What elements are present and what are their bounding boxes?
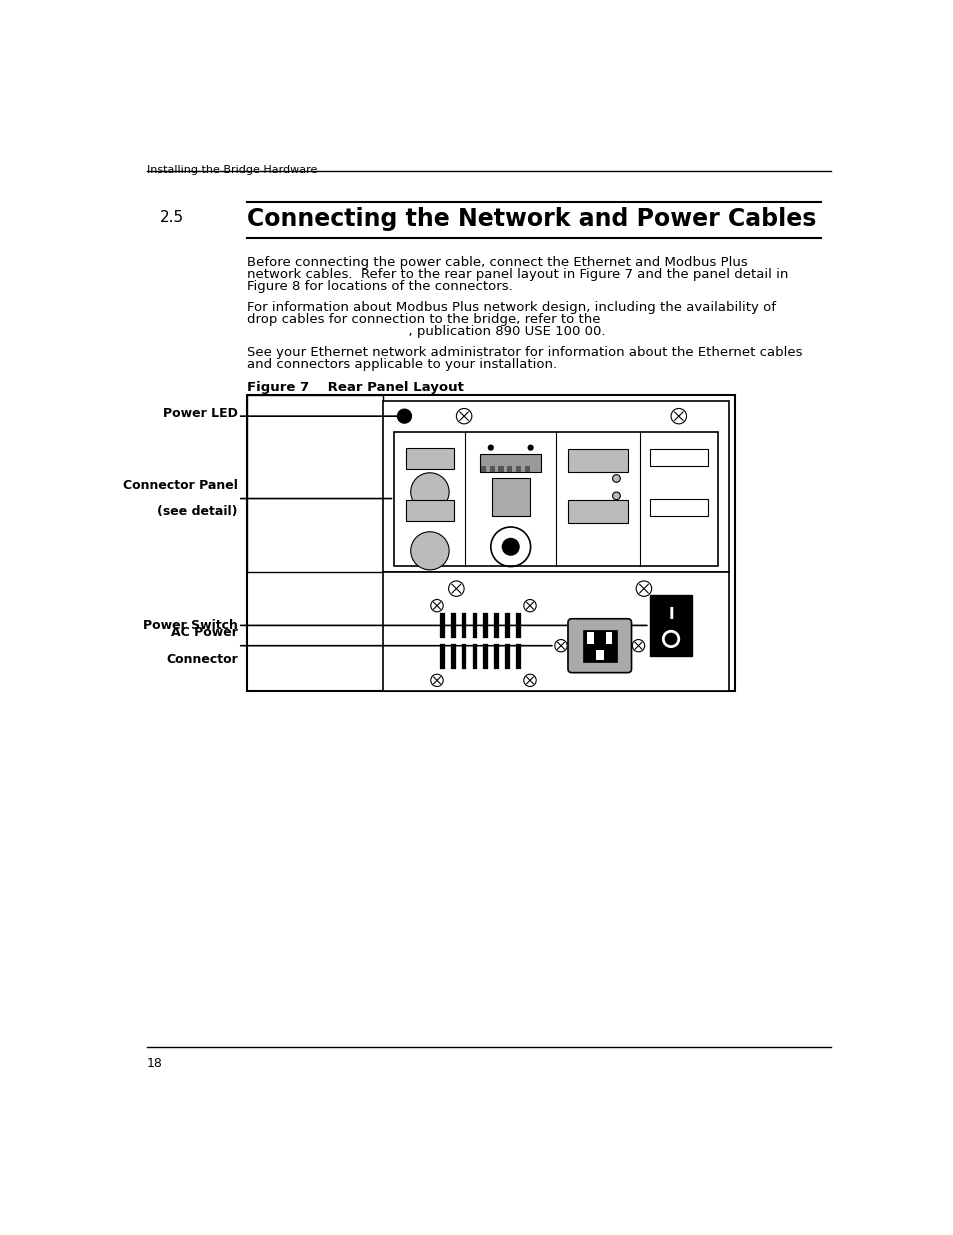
Bar xyxy=(483,614,488,638)
Text: 2.5: 2.5 xyxy=(160,210,184,225)
Text: Connector Panel: Connector Panel xyxy=(123,479,237,492)
Bar xyxy=(567,500,628,522)
Circle shape xyxy=(612,492,619,500)
Text: (see detail): (see detail) xyxy=(157,505,237,519)
Text: Connecting the Network and Power Cables: Connecting the Network and Power Cables xyxy=(247,207,816,231)
Bar xyxy=(382,401,728,572)
Bar xyxy=(483,645,488,669)
Text: drop cables for connection to the bridge, refer to the: drop cables for connection to the bridge… xyxy=(247,312,600,326)
Circle shape xyxy=(487,445,494,451)
Bar xyxy=(567,450,628,472)
Bar xyxy=(480,466,486,472)
Bar xyxy=(451,614,456,638)
Bar xyxy=(479,454,541,472)
Circle shape xyxy=(501,537,519,556)
Bar xyxy=(516,466,520,472)
Text: Connector: Connector xyxy=(166,652,237,666)
Text: , publication 890 USE 100 00.: , publication 890 USE 100 00. xyxy=(247,325,605,338)
Bar xyxy=(472,645,476,669)
Bar xyxy=(587,632,593,645)
Bar xyxy=(649,594,692,656)
Text: Figure 7    Rear Panel Layout: Figure 7 Rear Panel Layout xyxy=(247,380,463,394)
Bar xyxy=(494,614,498,638)
Text: See your Ethernet network administrator for information about the Ethernet cable: See your Ethernet network administrator … xyxy=(247,346,801,359)
Bar xyxy=(524,466,530,472)
Bar xyxy=(461,614,466,638)
Circle shape xyxy=(411,473,449,511)
Circle shape xyxy=(527,445,533,451)
Text: Figure 8 for locations of the connectors.: Figure 8 for locations of the connectors… xyxy=(247,280,513,293)
Bar xyxy=(596,650,603,661)
Bar xyxy=(461,645,466,669)
Bar xyxy=(405,500,454,521)
Text: Installing the Bridge Hardware: Installing the Bridge Hardware xyxy=(147,165,317,175)
Bar xyxy=(439,614,444,638)
Bar xyxy=(649,499,707,516)
Bar xyxy=(247,395,382,572)
Circle shape xyxy=(411,532,449,569)
Text: AC Power: AC Power xyxy=(171,626,237,638)
Bar xyxy=(439,645,444,669)
Text: network cables.  Refer to the rear panel layout in Figure 7 and the panel detail: network cables. Refer to the rear panel … xyxy=(247,268,788,280)
FancyBboxPatch shape xyxy=(567,619,631,673)
Bar xyxy=(582,630,617,662)
Bar xyxy=(491,478,529,516)
Text: Before connecting the power cable, connect the Ethernet and Modbus Plus: Before connecting the power cable, conne… xyxy=(247,256,747,269)
Bar xyxy=(451,645,456,669)
Bar xyxy=(649,450,707,467)
Circle shape xyxy=(612,457,619,464)
Bar xyxy=(394,431,717,566)
Bar xyxy=(516,614,520,638)
Bar xyxy=(507,466,512,472)
Bar xyxy=(472,614,476,638)
Text: For information about Modbus Plus network design, including the availability of: For information about Modbus Plus networ… xyxy=(247,301,776,314)
Bar xyxy=(247,395,735,692)
Bar xyxy=(605,632,612,645)
Bar xyxy=(494,645,498,669)
Text: Power LED: Power LED xyxy=(163,408,237,420)
Bar xyxy=(405,447,454,469)
Bar xyxy=(497,466,503,472)
Text: I: I xyxy=(667,606,673,621)
Bar xyxy=(382,572,728,692)
Bar xyxy=(505,614,509,638)
Text: 18: 18 xyxy=(147,1057,163,1070)
Bar xyxy=(489,466,495,472)
Bar xyxy=(516,645,520,669)
Bar xyxy=(505,645,509,669)
Circle shape xyxy=(612,474,619,483)
Circle shape xyxy=(397,409,411,424)
Text: Power Switch: Power Switch xyxy=(143,619,237,632)
Text: and connectors applicable to your installation.: and connectors applicable to your instal… xyxy=(247,358,557,370)
